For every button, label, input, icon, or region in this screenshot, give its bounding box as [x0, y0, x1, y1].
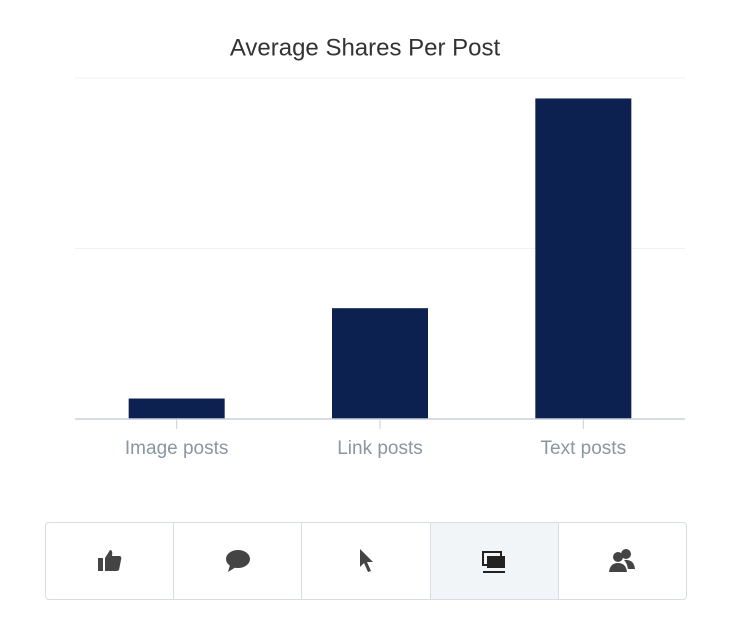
x-tick-label: Image posts: [125, 438, 229, 459]
bar: [535, 98, 632, 420]
share-icon: [482, 551, 506, 573]
bar: [128, 398, 225, 419]
clicks-button[interactable]: [302, 523, 431, 599]
bar: [332, 308, 428, 419]
shares-button[interactable]: [430, 523, 559, 599]
cursor-icon: [360, 549, 373, 572]
people-icon: [609, 549, 636, 572]
x-tick-label: Text posts: [541, 438, 627, 459]
x-tick-label: Link posts: [337, 438, 423, 459]
like-icon: [97, 550, 121, 571]
chart: Average Shares Per Post Image posts Link …: [75, 34, 685, 459]
comment-icon: [225, 550, 250, 572]
comments-button[interactable]: [174, 523, 303, 599]
reach-button[interactable]: [559, 523, 686, 599]
likes-button[interactable]: [46, 523, 175, 599]
metric-toolbar: [45, 522, 687, 600]
chart-title: Average Shares Per Post: [230, 34, 501, 61]
